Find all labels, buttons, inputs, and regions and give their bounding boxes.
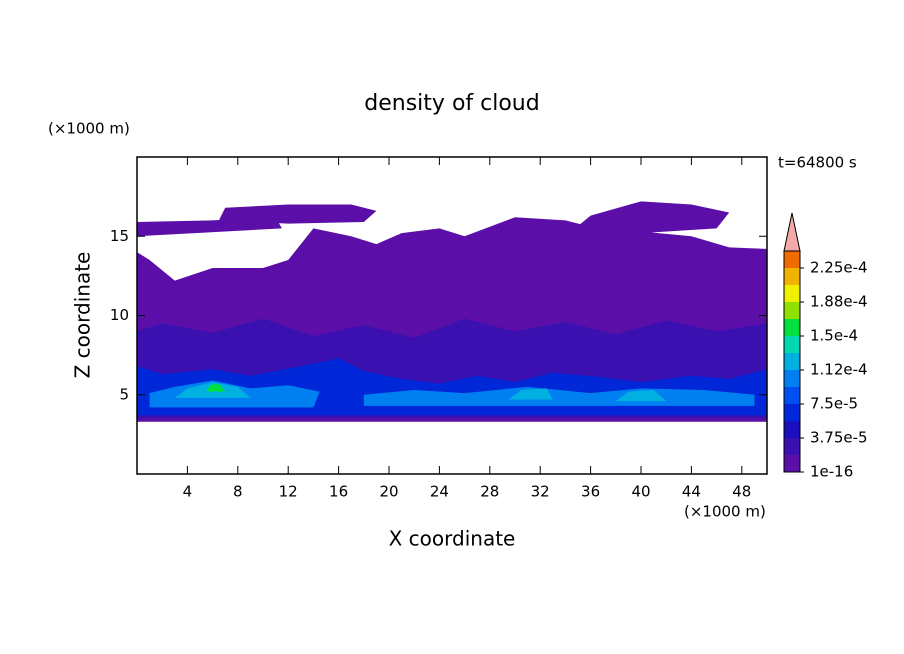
colorbar-tick-label: 3.75e-5 (810, 429, 868, 447)
colorbar-band (784, 370, 800, 387)
colorbar-tick-label: 7.5e-5 (810, 395, 858, 413)
x-tick-label: 4 (183, 483, 193, 501)
contour-region (565, 201, 730, 237)
x-tick-label: 8 (233, 483, 243, 501)
colorbar-tick-label: 1.88e-4 (810, 293, 868, 311)
colorbar-tick-label: 2.25e-4 (810, 259, 868, 277)
x-tick-label: 24 (430, 483, 449, 501)
colorbar-extend (783, 212, 801, 252)
x-tick-label: 32 (531, 483, 550, 501)
contour-region (508, 388, 553, 400)
y-unit: (×1000 m) (48, 120, 130, 138)
y-tick-label: 10 (110, 306, 129, 324)
x-tick-label: 36 (581, 483, 600, 501)
y-axis-label: Z coordinate (71, 252, 95, 379)
x-axis-label: X coordinate (389, 527, 516, 551)
x-tick-label: 16 (329, 483, 348, 501)
colorbar-band (784, 455, 800, 472)
x-tick-label: 28 (480, 483, 499, 501)
colorbar-frame (783, 250, 801, 473)
contour-region (137, 217, 282, 237)
colorbar-band (784, 421, 800, 438)
colorbar-band (784, 319, 800, 336)
x-unit: (×1000 m) (684, 503, 766, 521)
colorbar-band (784, 251, 800, 268)
contour-region (615, 389, 667, 402)
x-tick-label: 48 (732, 483, 751, 501)
x-tick-label: 20 (379, 483, 398, 501)
colorbar-tick-label: 1e-16 (810, 463, 853, 481)
x-tick-label: 40 (631, 483, 650, 501)
y-tick-label: 5 (119, 385, 129, 403)
colorbar-band (784, 353, 800, 370)
colorbar-band (784, 336, 800, 353)
colorbar-band (784, 387, 800, 404)
y-tick-label: 15 (110, 227, 129, 245)
contour-region (206, 383, 226, 392)
contour-region (218, 204, 377, 224)
x-tick-label: 44 (682, 483, 701, 501)
colorbar-tick-label: 1.5e-4 (810, 327, 858, 345)
colorbar-band (784, 268, 800, 285)
x-tick-label: 12 (279, 483, 298, 501)
colorbar-band (784, 404, 800, 421)
colorbar-band (784, 438, 800, 455)
colorbar-tick-label: 1.12e-4 (810, 361, 868, 379)
annotation: t=64800 s (778, 154, 857, 172)
colorbar-band (784, 285, 800, 302)
chart-title: density of cloud (364, 91, 539, 116)
colorbar-band (784, 302, 800, 319)
